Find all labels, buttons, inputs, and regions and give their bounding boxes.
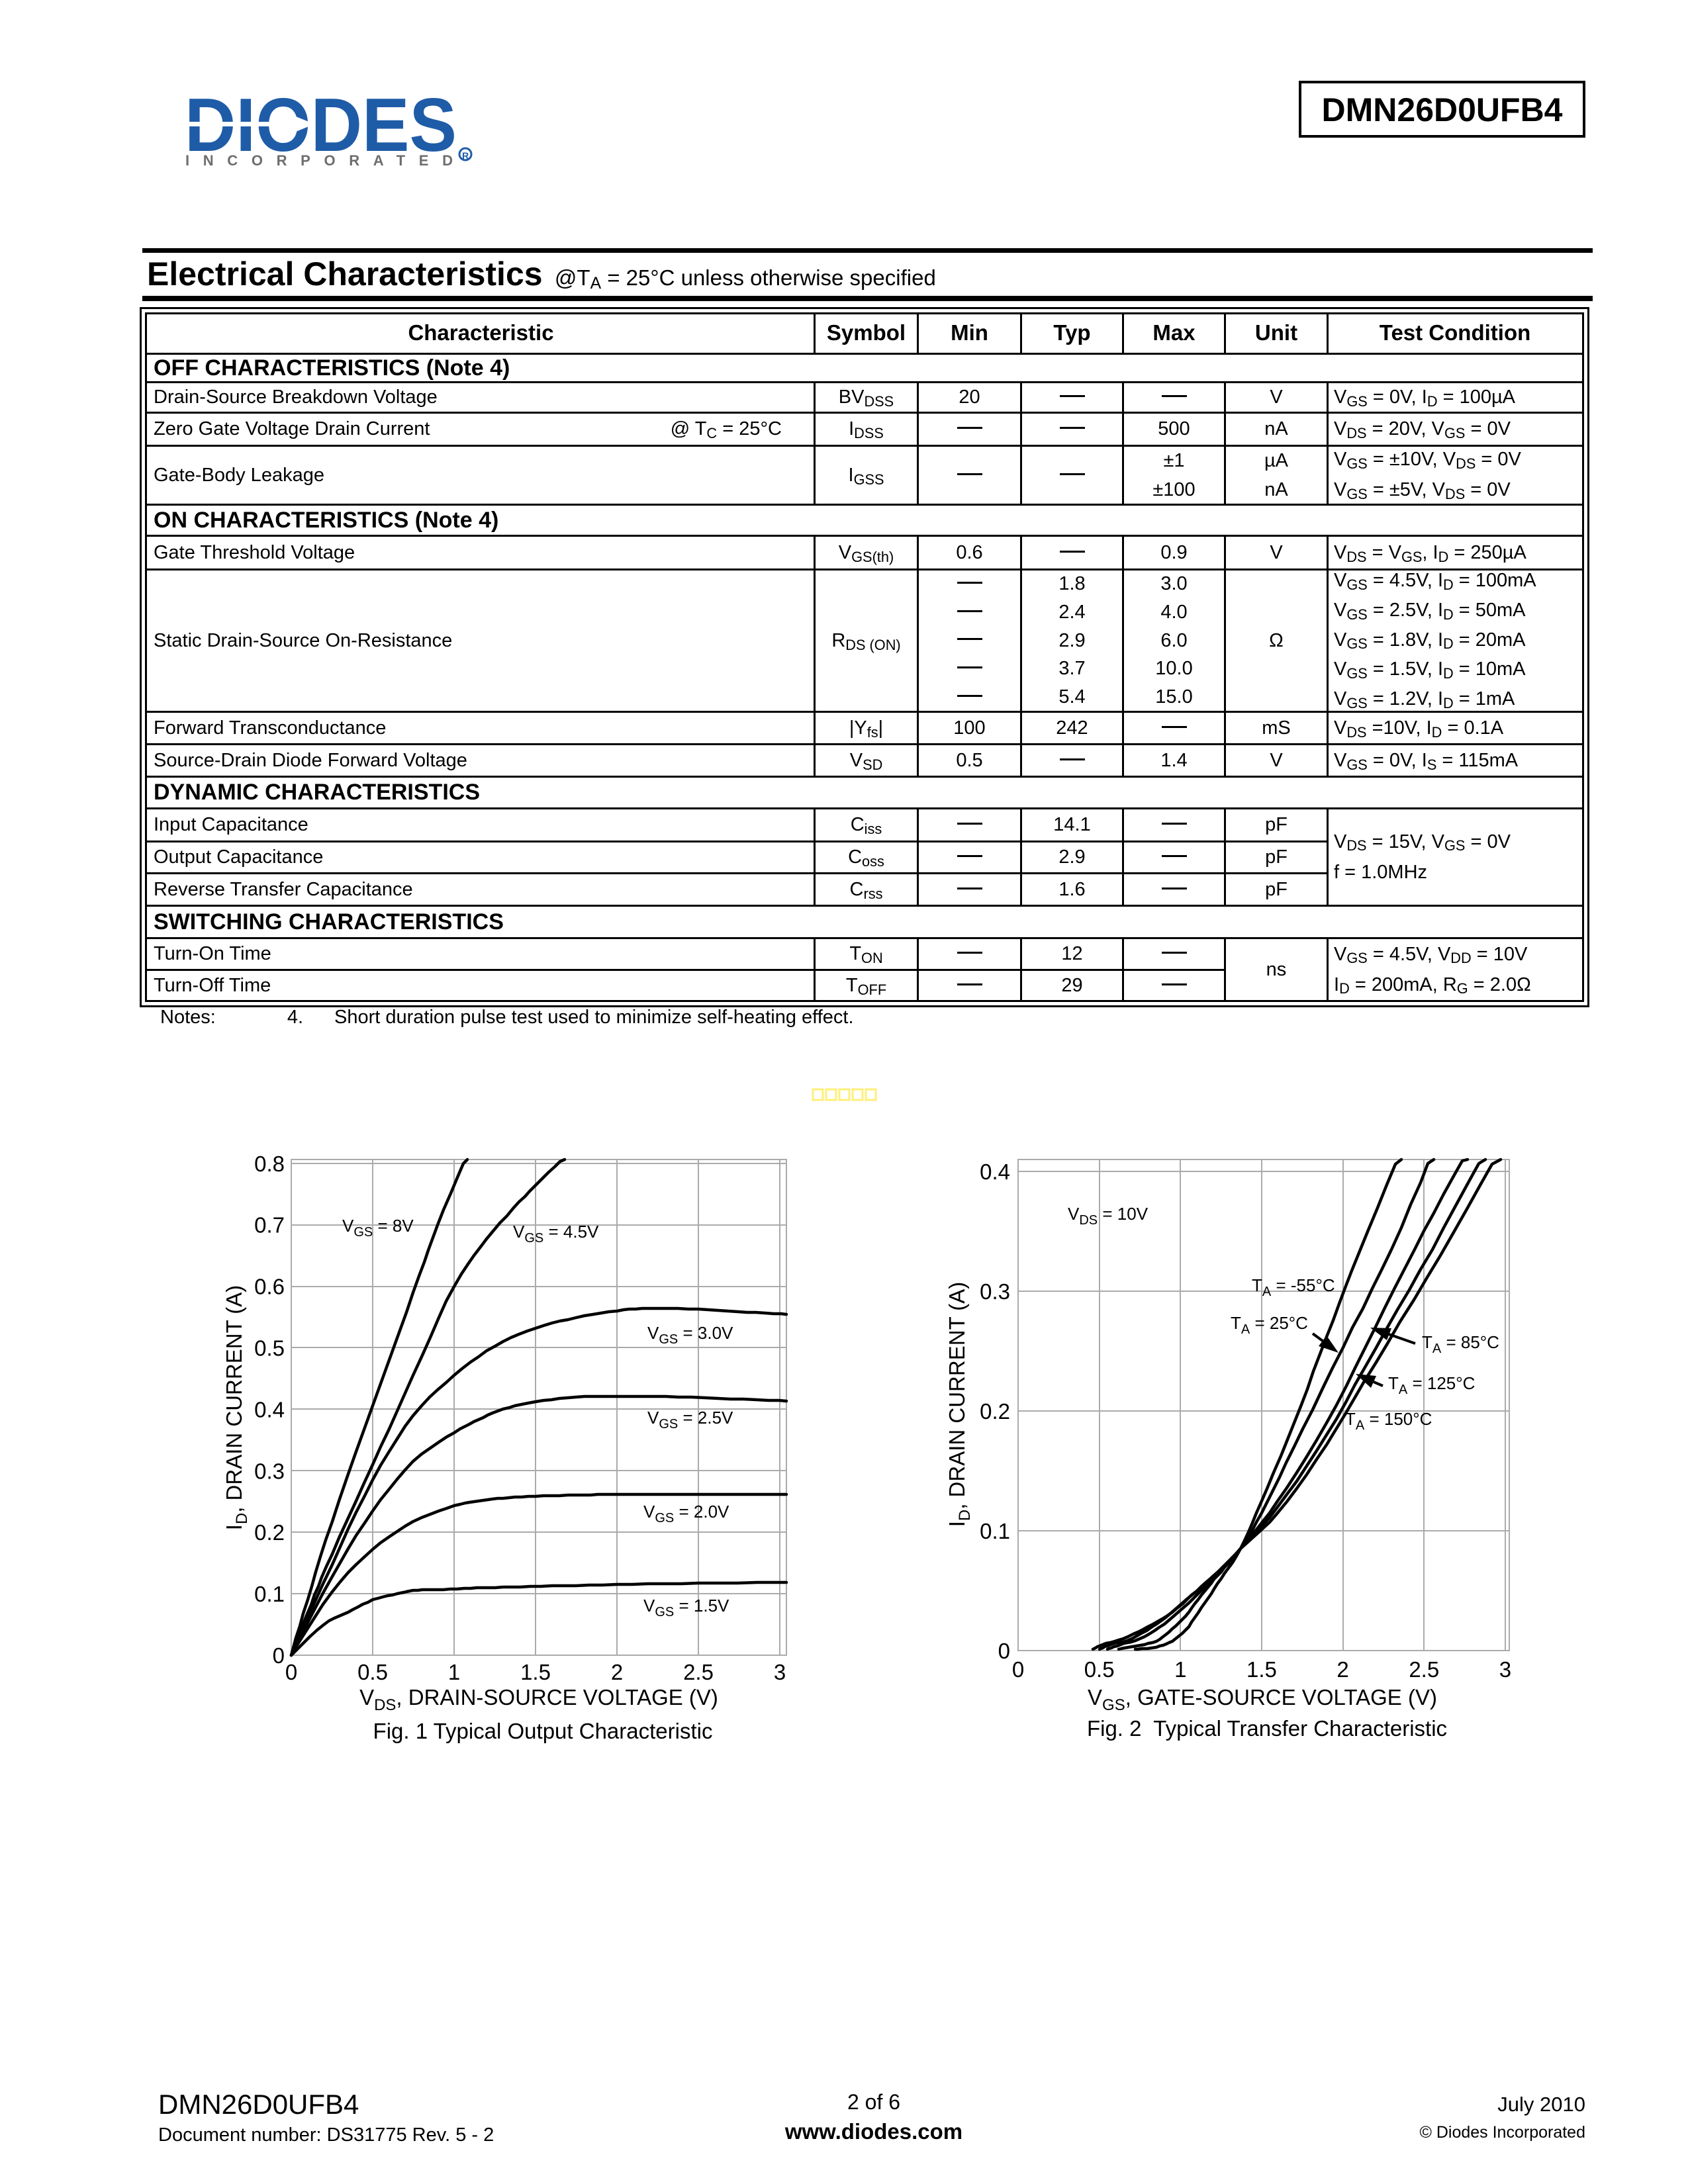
- svg-text:0.5: 0.5: [357, 1660, 388, 1684]
- svg-text:TA = 150°C: TA = 150°C: [1345, 1409, 1432, 1433]
- svg-text:3: 3: [1499, 1657, 1511, 1682]
- svg-text:Fig. 1 Typical Output Characte: Fig. 1 Typical Output Characteristic: [373, 1719, 713, 1743]
- svg-text:2.5: 2.5: [683, 1660, 714, 1684]
- svg-text:VGS = 3.0V: VGS = 3.0V: [647, 1323, 733, 1347]
- svg-text:DIODES: DIODES: [185, 90, 457, 167]
- svg-text:0.5: 0.5: [1084, 1657, 1115, 1682]
- svg-text:3: 3: [774, 1660, 786, 1684]
- svg-text:0.5: 0.5: [254, 1336, 285, 1361]
- svg-text:2.5: 2.5: [1409, 1657, 1439, 1682]
- svg-text:R: R: [462, 150, 469, 161]
- svg-text:0: 0: [273, 1643, 285, 1668]
- svg-text:VGS = 2.0V: VGS = 2.0V: [643, 1502, 729, 1525]
- svg-text:0.4: 0.4: [254, 1397, 285, 1422]
- svg-text:ID, DRAIN CURRENT (A): ID, DRAIN CURRENT (A): [945, 1282, 974, 1527]
- svg-text:0.2: 0.2: [980, 1399, 1010, 1424]
- svg-text:VGS = 8V: VGS = 8V: [342, 1216, 414, 1240]
- svg-text:TA = -55°C: TA = -55°C: [1252, 1275, 1335, 1299]
- svg-text:VGS = 2.5V: VGS = 2.5V: [647, 1408, 733, 1432]
- svg-text:2: 2: [1336, 1657, 1348, 1682]
- svg-text:VGS = 1.5V: VGS = 1.5V: [643, 1596, 729, 1619]
- svg-text:0.3: 0.3: [980, 1279, 1010, 1304]
- svg-text:1: 1: [448, 1660, 460, 1684]
- svg-text:0.7: 0.7: [254, 1213, 285, 1238]
- svg-text:0: 0: [998, 1639, 1010, 1663]
- svg-text:TA = 125°C: TA = 125°C: [1388, 1373, 1475, 1397]
- svg-text:TA = 25°C: TA = 25°C: [1231, 1313, 1308, 1337]
- svg-text:0.8: 0.8: [254, 1152, 285, 1176]
- svg-text:Fig. 2 Typical Transfer Chara: Fig. 2 Typical Transfer Characteristic: [1087, 1716, 1447, 1741]
- svg-text:1: 1: [1174, 1657, 1186, 1682]
- svg-text:0.1: 0.1: [980, 1519, 1010, 1543]
- svg-text:0: 0: [1012, 1657, 1024, 1682]
- svg-text:ID, DRAIN CURRENT (A): ID, DRAIN CURRENT (A): [222, 1285, 251, 1531]
- svg-text:0.4: 0.4: [980, 1160, 1010, 1184]
- svg-text:1.5: 1.5: [520, 1660, 551, 1684]
- svg-text:0: 0: [285, 1660, 297, 1684]
- svg-text:VGS, GATE-SOURCE VOLTAGE (V): VGS, GATE-SOURCE VOLTAGE (V): [1088, 1685, 1437, 1714]
- svg-text:2: 2: [611, 1660, 623, 1684]
- svg-text:0.2: 0.2: [254, 1520, 285, 1545]
- svg-text:VDS, DRAIN-SOURCE VOLTAGE (V): VDS, DRAIN-SOURCE VOLTAGE (V): [359, 1685, 718, 1714]
- svg-text:0.6: 0.6: [254, 1275, 285, 1299]
- svg-text:TA = 85°C: TA = 85°C: [1422, 1332, 1499, 1356]
- svg-text:VDS = 10V: VDS = 10V: [1068, 1204, 1149, 1228]
- svg-text:1.5: 1.5: [1246, 1657, 1277, 1682]
- svg-text:0.1: 0.1: [254, 1582, 285, 1606]
- svg-text:0.3: 0.3: [254, 1459, 285, 1483]
